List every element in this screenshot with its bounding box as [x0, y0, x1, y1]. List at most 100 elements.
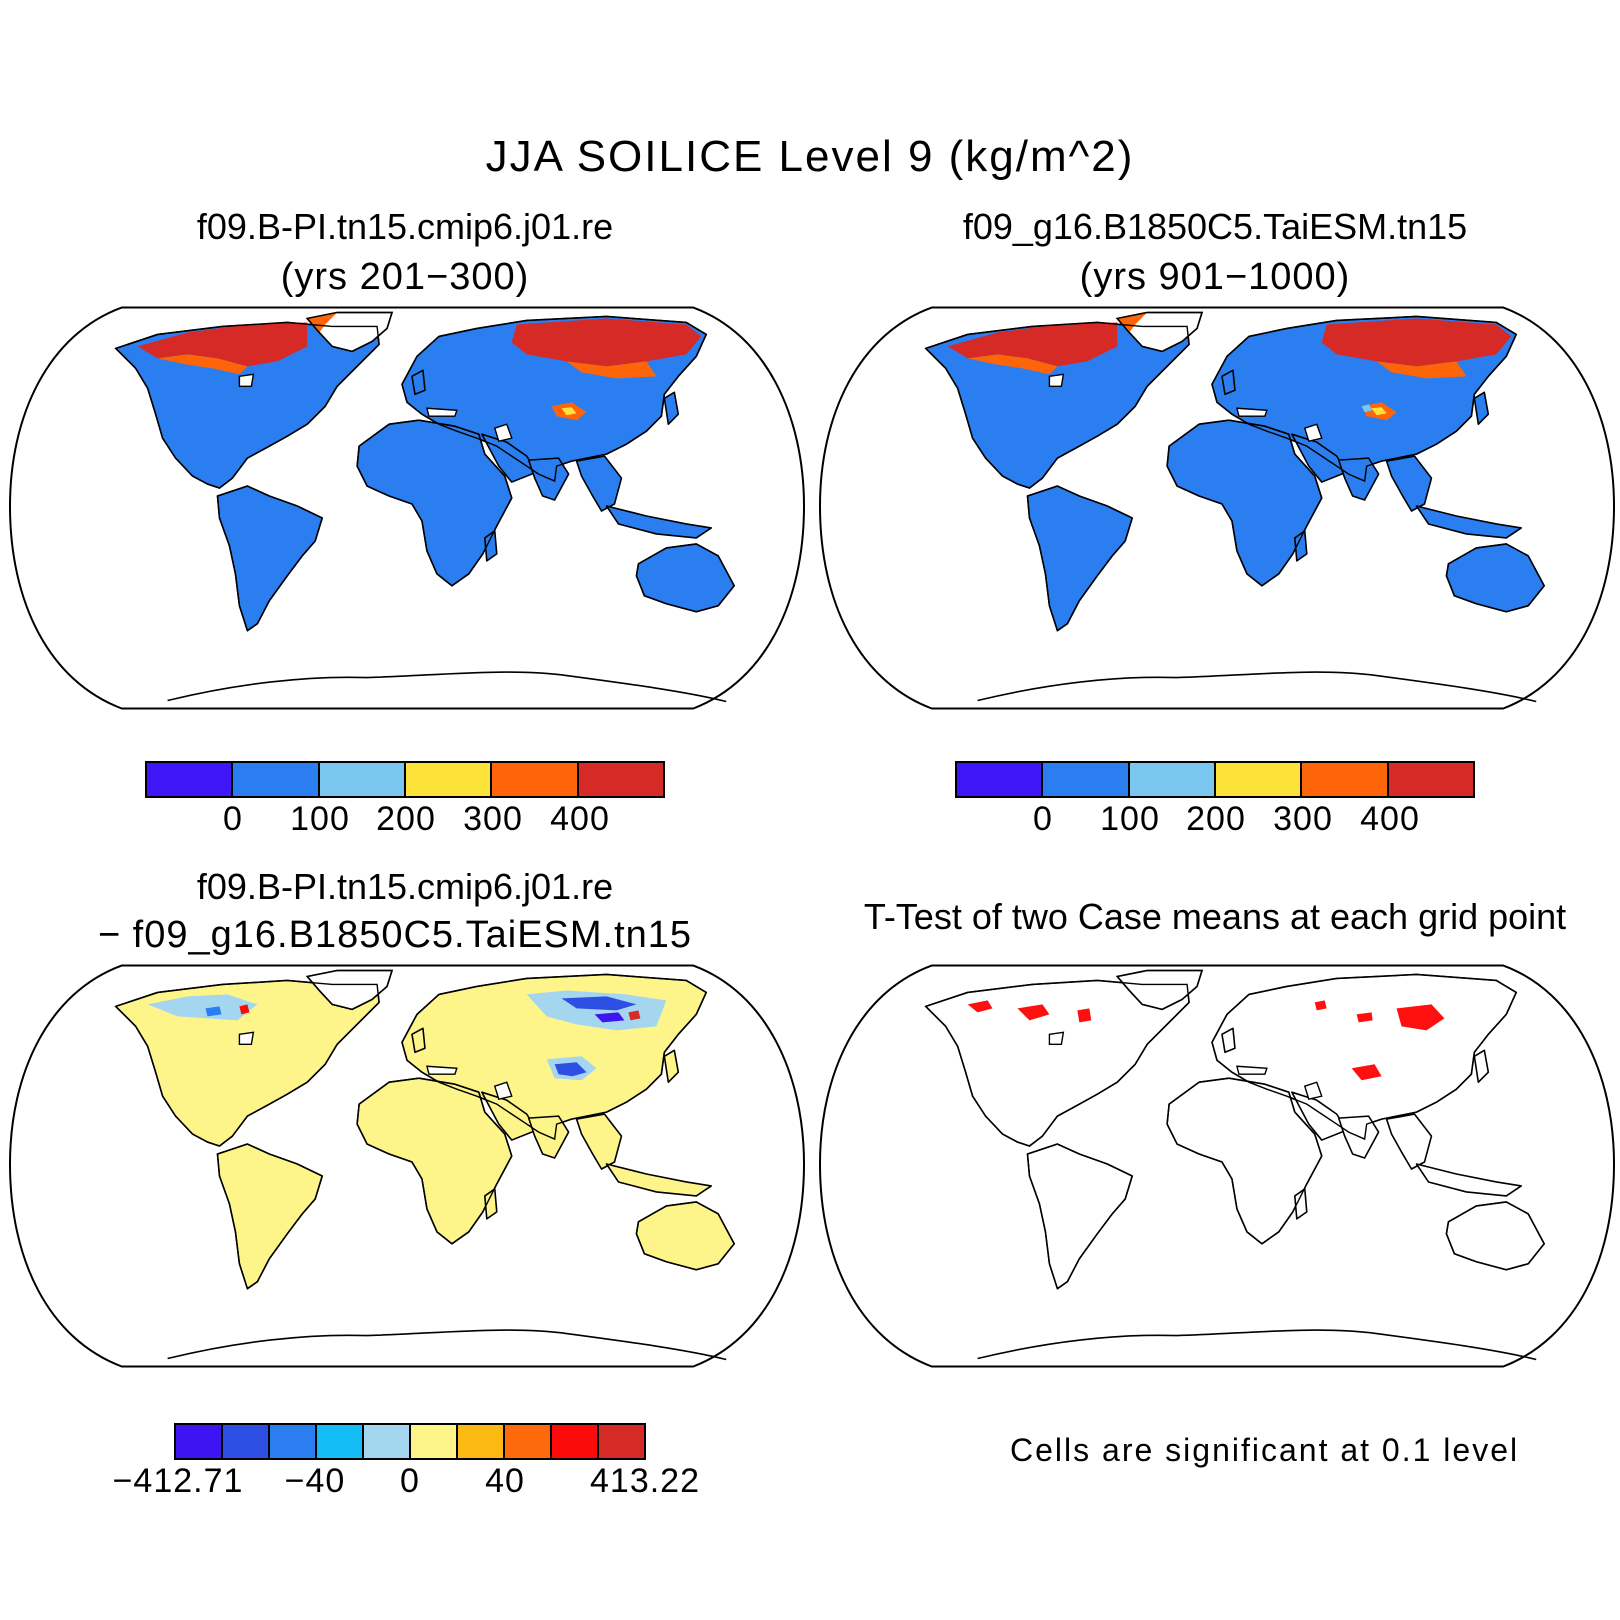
continent-japan [1473, 391, 1490, 426]
sig-tibet [1351, 1064, 1382, 1081]
continent-japan [1473, 1049, 1490, 1084]
panel-title-top-right: f09_g16.B1850C5.TaiESM.tn15 [962, 206, 1468, 247]
colorbar-swatch [578, 763, 663, 796]
colorbar-difference [174, 1423, 646, 1460]
diff-siberia-neg [561, 996, 637, 1011]
colorbar-tick-label: 100 [290, 800, 350, 838]
caspian-sea [1303, 423, 1323, 442]
diff-canada-pos [239, 1004, 250, 1015]
map-bottom-right [818, 964, 1616, 1368]
coastline-africa [356, 1077, 513, 1245]
panel-title-top-left: f09.B-PI.tn15.cmip6.j01.re [196, 206, 614, 247]
great-lakes [1048, 373, 1065, 388]
field-arctic-canada-edge [967, 354, 1058, 375]
mediterranean-sea [1236, 1065, 1268, 1075]
coastline-namerica [114, 979, 380, 1147]
field-siberia-patch [1361, 404, 1373, 413]
diff-siberia-pos [628, 1010, 641, 1021]
colorbar-swatch [176, 1425, 223, 1458]
coastline-africa [1166, 419, 1323, 587]
caspian-sea [1303, 1081, 1323, 1100]
figure-title: JJA SOILICE Level 9 (kg/m^2) [485, 132, 1135, 181]
caspian-sea [493, 423, 513, 442]
coastline-eurasia [1211, 315, 1518, 483]
colorbar-tick-label: 40 [485, 1462, 525, 1500]
colorbar-swatch [364, 1425, 411, 1458]
continent-indonesia [1415, 1163, 1523, 1197]
colorbar-tick-label: 300 [463, 800, 523, 838]
colorbar-swatch [405, 763, 493, 796]
continent-madagascar [484, 1188, 498, 1220]
coastline-greenland [1115, 311, 1203, 353]
coastline-greenland [305, 311, 393, 353]
continent-madagascar [484, 530, 498, 562]
colorbar-tick-label: 200 [1186, 800, 1246, 838]
coastline-antarctica [977, 671, 1537, 703]
colorbar-swatch [458, 1425, 505, 1458]
map-border [8, 964, 806, 1368]
continent-uk [1221, 1027, 1236, 1054]
colorbar-tick-label: 200 [376, 800, 436, 838]
sig-siberia-2 [1356, 1012, 1373, 1023]
colorbar-swatch [957, 763, 1044, 796]
colorbar-top-left [145, 761, 665, 798]
coastline-africa [356, 419, 513, 587]
coastline-namerica [924, 321, 1190, 489]
colorbar-swatch [411, 1425, 458, 1458]
map-border [818, 964, 1616, 1368]
field-arctic-canada [947, 322, 1118, 367]
colorbar-tick-label: −412.71 [112, 1462, 244, 1500]
colorbar-swatch [1043, 763, 1130, 796]
continent-indonesia [605, 1163, 713, 1197]
colorbar-swatch [505, 1425, 552, 1458]
coastline-africa [1166, 1077, 1323, 1245]
coastline-group [114, 969, 736, 1290]
field-arctic-canada-edge [157, 354, 248, 375]
sig-siberia [1396, 1004, 1445, 1031]
diff-tibet-neg [554, 1062, 587, 1077]
colorbar-tick-label: 400 [1360, 800, 1420, 838]
diff-canada-light [147, 994, 258, 1021]
field-tibet-core [1371, 407, 1387, 416]
colorbar-tick-label: 0 [1033, 800, 1053, 838]
panel-subtitle-bottom-left: − f09_g16.B1850C5.TaiESM.tn15 [97, 914, 693, 956]
colorbar-swatch [270, 1425, 317, 1458]
field-siberia-edge [1376, 361, 1467, 379]
coastline-australia [635, 543, 736, 613]
continent-indonesia [1415, 505, 1523, 539]
coastline-eurasia [401, 315, 708, 483]
colorbar-swatch [1215, 763, 1303, 796]
continent-madagascar [1294, 1188, 1308, 1220]
coastline-australia [1445, 543, 1546, 613]
coastline-samerica [1026, 1143, 1134, 1290]
caspian-sea [493, 1081, 513, 1100]
map-border [818, 306, 1616, 710]
map-top-left [8, 306, 806, 710]
panel-subtitle-top-left: (yrs 201−300) [280, 256, 530, 298]
sig-canada-3 [1077, 1008, 1092, 1023]
coastline-eurasia [401, 973, 708, 1141]
coastline-namerica [924, 979, 1190, 1147]
coastline-samerica [216, 1143, 324, 1290]
land-group [114, 969, 735, 1290]
coastline-namerica [114, 321, 380, 489]
colorbar-swatch [552, 1425, 599, 1458]
continent-uk [1221, 369, 1236, 396]
continent-uk [411, 1027, 426, 1054]
field-tibet-core [561, 407, 577, 416]
field-siberia [1321, 318, 1512, 367]
colorbar-swatch [223, 1425, 270, 1458]
coastline-greenland [305, 969, 393, 1011]
sig-russia [1314, 1000, 1327, 1011]
land-group [114, 311, 735, 632]
panel-title-bottom-right: T-Test of two Case means at each grid po… [863, 896, 1567, 937]
colorbar-swatch [233, 763, 320, 796]
colorbar-tick-label: 0 [223, 800, 243, 838]
colorbar-swatch [317, 1425, 364, 1458]
colorbar-swatch [319, 763, 406, 796]
mediterranean-sea [1236, 407, 1268, 417]
colorbar-tick-label: 100 [1100, 800, 1160, 838]
colorbar-tick-label: −40 [284, 1462, 346, 1500]
colorbar-swatch [599, 1425, 644, 1458]
continent-indonesia [605, 505, 713, 539]
